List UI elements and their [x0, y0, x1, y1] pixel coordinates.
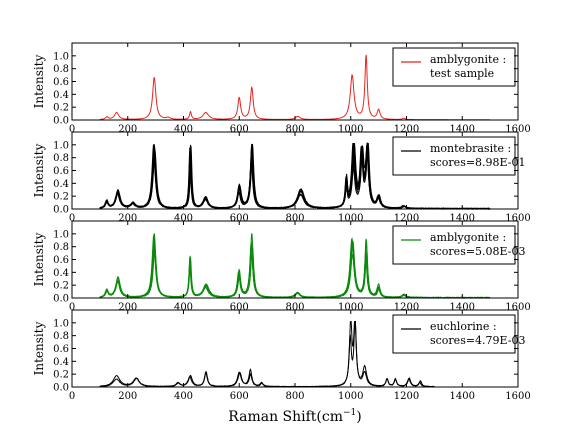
x-tick-label: 200 — [118, 213, 137, 224]
x-tick-label: 200 — [118, 302, 137, 313]
x-tick-label: 1000 — [338, 302, 363, 313]
y-tick-label: 0.4 — [53, 90, 69, 101]
y-tick-label: 0.6 — [53, 77, 69, 88]
y-tick-label: 0.6 — [53, 255, 69, 266]
x-tick-label: 1200 — [394, 124, 419, 135]
legend-label: euchlorine : — [430, 320, 497, 333]
x-tick-label: 1200 — [394, 213, 419, 224]
x-tick-label: 800 — [285, 213, 304, 224]
x-tick-label: 0 — [69, 124, 75, 135]
legend-label-line2: scores=5.08E-03 — [430, 245, 526, 258]
legend-label: amblygonite : — [430, 53, 506, 66]
x-axis-label: Raman Shift(cm−1) — [228, 408, 362, 425]
x-tick-label: 1000 — [338, 124, 363, 135]
legend-label-line2: scores=4.79E-03 — [430, 334, 526, 347]
x-tick-label: 1400 — [450, 124, 475, 135]
x-tick-label: 200 — [118, 124, 137, 135]
x-tick-label: 0 — [69, 391, 75, 402]
x-tick-label: 0 — [69, 302, 75, 313]
y-tick-label: 0.8 — [53, 64, 69, 75]
x-tick-label: 600 — [230, 302, 249, 313]
x-tick-label: 1200 — [394, 391, 419, 402]
x-tick-label: 1400 — [450, 391, 475, 402]
x-tick-label: 800 — [285, 391, 304, 402]
panel-4: euchlorine :scores=4.79E-03 0 200 400 600 800… — [32, 309, 531, 402]
y-axis-label: Intensity — [32, 54, 46, 108]
y-tick-label: 0.4 — [53, 268, 69, 279]
y-tick-label: 1.0 — [53, 140, 69, 151]
x-tick-label: 1400 — [450, 302, 475, 313]
x-tick-label: 400 — [174, 391, 193, 402]
y-tick-label: 1.0 — [53, 318, 69, 329]
legend-box — [392, 47, 516, 87]
x-tick-label: 200 — [118, 391, 137, 402]
y-tick-label: 1.0 — [53, 229, 69, 240]
legend-box — [392, 136, 516, 176]
y-axis-label: Intensity — [32, 143, 46, 197]
x-tick-label: 600 — [230, 391, 249, 402]
x-tick-label: 600 — [230, 213, 249, 224]
y-tick-label: 0.4 — [53, 179, 69, 190]
series-line — [99, 321, 435, 388]
panel-3: amblygonite :scores=5.08E-03 0 200 400 600 80… — [32, 220, 531, 313]
x-tick-label: 400 — [174, 302, 193, 313]
legend-label: amblygonite : — [430, 231, 506, 244]
x-tick-label: 1600 — [505, 391, 530, 402]
legend-box — [392, 225, 516, 265]
y-tick-label: 0.8 — [53, 153, 69, 164]
x-tick-label: 800 — [285, 124, 304, 135]
y-tick-label: 1.0 — [53, 51, 69, 62]
y-tick-label: 0.6 — [53, 344, 69, 355]
y-tick-label: 0.2 — [53, 192, 69, 203]
x-tick-label: 600 — [230, 124, 249, 135]
series-line — [99, 321, 435, 388]
y-tick-label: 0.2 — [53, 103, 69, 114]
y-tick-label: 0.0 — [53, 383, 69, 394]
x-tick-label: 1200 — [394, 302, 419, 313]
x-tick-label: 400 — [174, 213, 193, 224]
panel-2: montebrasite :scores=8.98E-01 0 200 400 600 8… — [32, 131, 531, 224]
y-tick-label: 0.2 — [53, 370, 69, 381]
x-tick-label: 1400 — [450, 213, 475, 224]
y-tick-label: 0.0 — [53, 294, 69, 305]
x-tick-label: 1000 — [338, 391, 363, 402]
x-tick-label: 1600 — [505, 124, 530, 135]
y-tick-label: 0.2 — [53, 281, 69, 292]
legend-label-line2: test sample — [430, 67, 494, 80]
x-tick-label: 1600 — [505, 213, 530, 224]
x-tick-label: 800 — [285, 302, 304, 313]
y-axis-label: Intensity — [32, 232, 46, 286]
y-tick-label: 0.8 — [53, 242, 69, 253]
x-tick-label: 0 — [69, 213, 75, 224]
legend-label-line2: scores=8.98E-01 — [430, 156, 526, 169]
y-axis-label: Intensity — [32, 321, 46, 375]
x-tick-label: 400 — [174, 124, 193, 135]
y-tick-label: 0.0 — [53, 205, 69, 216]
legend-box — [392, 314, 516, 354]
legend-label: montebrasite : — [430, 142, 511, 155]
y-tick-label: 0.4 — [53, 357, 69, 368]
x-tick-label: 1600 — [505, 302, 530, 313]
x-tick-label: 1000 — [338, 213, 363, 224]
y-tick-label: 0.8 — [53, 331, 69, 342]
y-tick-label: 0.6 — [53, 166, 69, 177]
panel-1: amblygonite :test sample 0 200 400 600 800 100… — [32, 42, 531, 135]
y-tick-label: 0.0 — [53, 116, 69, 127]
